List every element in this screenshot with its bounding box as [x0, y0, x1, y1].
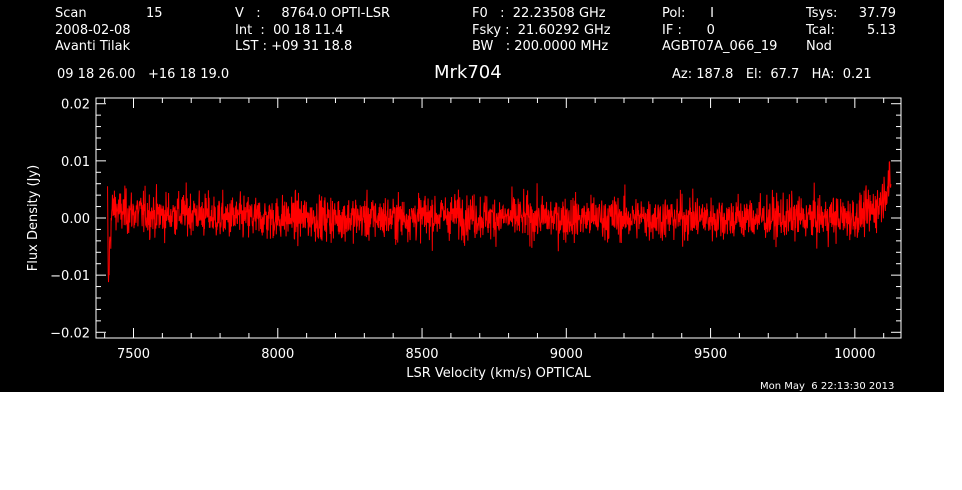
scan-value: 15 [146, 6, 163, 21]
lst-time: LST : +09 31 18.8 [235, 39, 353, 54]
x-tick-label: 8500 [405, 347, 438, 362]
y-tick-label: −0.02 [50, 326, 90, 341]
spectrum-plot-panel: Scan 15 2008-02-08 Avanti Tilak V : 8764… [0, 0, 944, 392]
tsys-label: Tsys: [806, 6, 838, 21]
project-id: AGBT07A_066_19 [662, 39, 778, 54]
x-tick-label: 10000 [834, 347, 875, 362]
spectrum-trace [107, 161, 892, 283]
observer-name: Avanti Tilak [55, 39, 131, 54]
az-el-ha: Az: 187.8 El: 67.7 HA: 0.21 [672, 67, 872, 82]
y-tick-label: 0.02 [61, 98, 90, 113]
tcal-value: 5.13 [867, 23, 896, 38]
tcal-label: Tcal: [806, 23, 835, 38]
source-name: Mrk704 [434, 62, 502, 83]
source-coordinates: 09 18 26.00 +16 18 19.0 [57, 67, 230, 82]
tsys-value: 37.79 [858, 6, 896, 21]
polarization: Pol: I [662, 6, 714, 21]
x-tick-label: 9000 [550, 347, 583, 362]
y-tick-label: −0.01 [50, 269, 90, 284]
plot-timestamp: Mon May 6 22:13:30 2013 [760, 381, 895, 392]
y-tick-label: 0.01 [61, 155, 90, 170]
if-number: IF : 0 [662, 23, 715, 38]
y-tick-label: 0.00 [61, 212, 90, 227]
x-tick-label: 7500 [117, 347, 150, 362]
scan-label: Scan [55, 6, 87, 21]
integration-time: Int : 00 18 11.4 [235, 23, 344, 38]
spectrum-chart: 7500 8000 8500 9000 9500 10000 −0.02 −0.01 0.00 0… [26, 97, 902, 381]
x-axis-label: LSR Velocity (km/s) OPTICAL [406, 366, 591, 381]
sky-frequency: Fsky : 21.60292 GHz [472, 23, 611, 38]
bandwidth: BW : 200.0000 MHz [472, 39, 609, 54]
velocity-info: V : 8764.0 OPTI-LSR [235, 6, 391, 21]
x-tick-label: 9500 [694, 347, 727, 362]
switching-mode: Nod [806, 39, 832, 54]
observation-date: 2008-02-08 [55, 23, 131, 38]
x-tick-label: 8000 [261, 347, 294, 362]
rest-frequency: F0 : 22.23508 GHz [472, 6, 606, 21]
y-axis-label: Flux Density (Jy) [26, 165, 41, 271]
